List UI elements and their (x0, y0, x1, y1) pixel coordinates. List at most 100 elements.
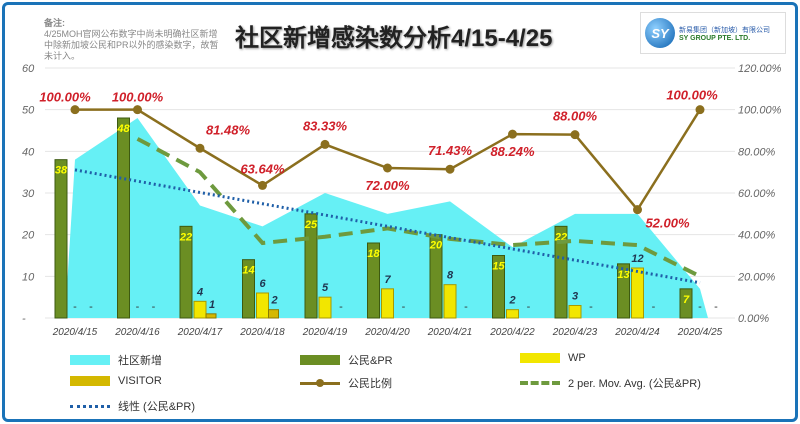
bar-wp-label: 5 (322, 282, 329, 294)
legend-label: 公民比例 (348, 378, 392, 390)
legend-label: 2 per. Mov. Avg. (公民&PR) (568, 378, 701, 390)
y-tick-label: 60 (22, 63, 35, 75)
ratio-point (383, 163, 392, 173)
logo-en: SY GROUP PTE. LTD. (679, 34, 751, 42)
y2-tick-label: 40.00% (738, 230, 776, 242)
ratio-label: 83.33% (303, 118, 348, 133)
bar-visitor-label: - (339, 301, 343, 313)
legend-swatch (70, 355, 110, 365)
legend-label: WP (568, 352, 586, 364)
x-tick-label: 2020/4/16 (114, 327, 160, 338)
bar-citizen (492, 255, 505, 319)
bar-citizen (367, 242, 380, 319)
x-tick-label: 2020/4/20 (364, 327, 410, 338)
bar-wp (381, 288, 394, 319)
bar-citizen-label: 15 (492, 261, 505, 273)
bar-wp-label: 7 (384, 274, 391, 286)
area-社区新增 (65, 118, 708, 318)
legend-label: 线性 (公民&PR) (118, 401, 195, 413)
moving-average-line (136, 137, 701, 279)
ratio-label: 100.00% (666, 88, 718, 103)
legend-item: 社区新增 (70, 352, 162, 368)
legend-item: 线性 (公民&PR) (70, 398, 195, 414)
bar-visitor-label: - (402, 301, 406, 313)
bar-visitor-label: 1 (209, 299, 215, 311)
bar-visitor-label: - (89, 301, 93, 313)
bar-citizen (679, 288, 693, 319)
ratio-label: 63.64% (240, 161, 285, 176)
legend-swatch (520, 381, 560, 385)
bar-wp (193, 300, 207, 319)
x-tick-label: 2020/4/25 (677, 327, 723, 338)
legend-swatch (300, 355, 340, 365)
legend-label: 社区新增 (118, 355, 162, 367)
ratio-point (258, 180, 267, 190)
bar-visitor-label: - (527, 301, 531, 313)
bar-visitor-label: - (714, 301, 718, 313)
chart-title: 社区新增感染数分析4/15-4/25 (235, 25, 553, 52)
bar-citizen (179, 225, 193, 319)
logo: SY 新易集团（新加坡）有限公司 SY GROUP PTE. LTD. (640, 12, 786, 54)
bar-citizen (54, 159, 68, 319)
legend-item: 公民&PR (300, 352, 393, 368)
ratio-point (508, 129, 517, 139)
ratio-point (695, 105, 705, 115)
bar-citizen-label: 13 (617, 269, 629, 281)
bar-citizen (617, 263, 630, 319)
legend-swatch (520, 353, 560, 363)
ratio-point (70, 105, 80, 115)
legend-label: VISITOR (118, 375, 162, 387)
y2-tick-label: 100.00% (738, 105, 782, 117)
legend-item: 公民比例 (300, 375, 392, 391)
ratio-label: 88.24% (490, 144, 535, 159)
legend-swatch (300, 378, 340, 387)
y2-tick-label: 80.00% (738, 146, 776, 158)
y2-tick-label: 60.00% (738, 188, 776, 200)
bar-visitor-label: - (652, 301, 656, 313)
bar-wp (631, 267, 644, 319)
bar-visitor (205, 313, 217, 319)
y2-tick-label: 20.00% (737, 271, 776, 283)
bar-wp (318, 296, 332, 319)
bar-wp-label: 8 (447, 270, 454, 282)
y-tick-label: 20 (21, 230, 35, 242)
bar-citizen-label: 7 (683, 294, 690, 306)
bar-citizen-label: 20 (429, 240, 443, 252)
legend-item: 2 per. Mov. Avg. (公民&PR) (520, 375, 701, 391)
bar-citizen (117, 117, 130, 319)
ratio-label: 100.00% (112, 90, 164, 105)
x-tick-label: 2020/4/19 (302, 327, 348, 338)
bar-citizen (554, 225, 568, 319)
bar-visitor (268, 309, 279, 319)
bar-wp-label: - (136, 301, 140, 313)
bar-citizen-label: 22 (179, 231, 192, 243)
ratio-point (320, 139, 330, 149)
bar-citizen-label: 25 (304, 219, 318, 231)
x-tick-label: 2020/4/18 (239, 327, 285, 338)
bar-visitor-label: - (152, 301, 156, 313)
note-body: 4/25MOH官网公布数字中尚未明确社区新增中除新加坡公民和PR以外的感染数字，… (44, 29, 219, 61)
note: 备注: 4/25MOH官网公布数字中尚未明确社区新增中除新加坡公民和PR以外的感染… (44, 18, 224, 62)
y-tick-label: 30 (22, 188, 35, 200)
bar-visitor-label: 2 (270, 295, 277, 307)
bar-wp-label: 4 (196, 286, 203, 298)
ratio-point (195, 143, 205, 153)
ratio-label: 100.00% (39, 90, 91, 105)
legend-item: WP (520, 352, 586, 364)
legend-label: 公民&PR (348, 355, 393, 367)
bar-wp (506, 309, 519, 319)
x-tick-label: 2020/4/15 (52, 327, 98, 338)
logo-mark: SY (645, 18, 675, 48)
bar-wp-label: 12 (631, 253, 643, 265)
bar-citizen-label: 18 (367, 248, 380, 260)
ratio-label: 71.43% (428, 143, 473, 158)
linear-trend-line (74, 168, 701, 285)
y2-tick-label: 0.00% (738, 313, 769, 325)
ratio-point (133, 105, 142, 115)
x-tick-label: 2020/4/24 (614, 327, 660, 338)
legend-item: VISITOR (70, 375, 162, 387)
bar-wp (443, 284, 457, 319)
ratio-label: 88.00% (553, 109, 598, 124)
bar-wp-label: - (698, 301, 702, 313)
